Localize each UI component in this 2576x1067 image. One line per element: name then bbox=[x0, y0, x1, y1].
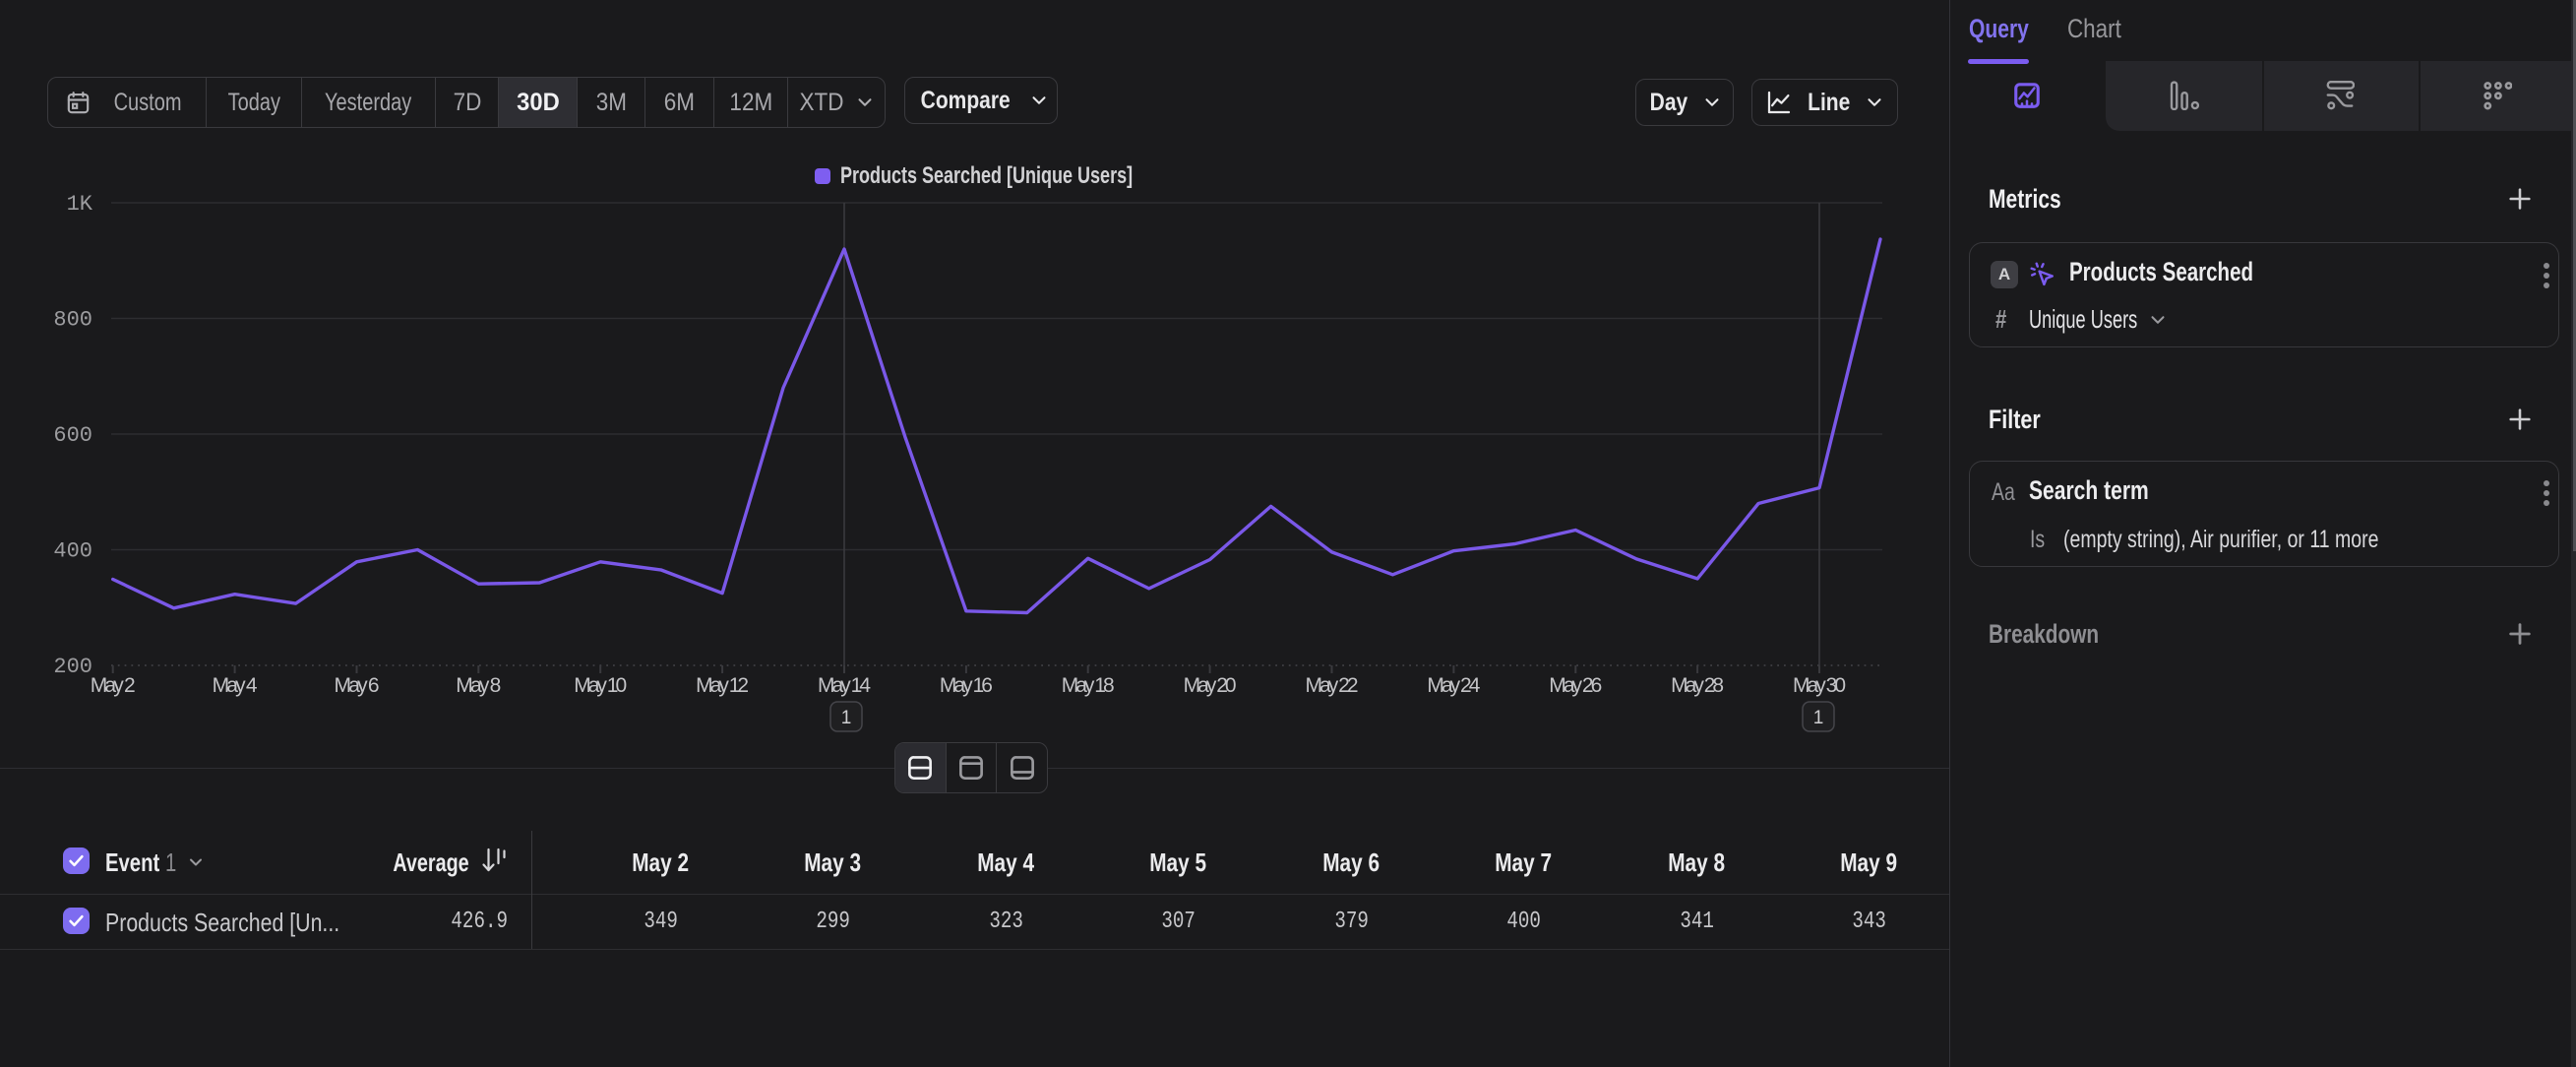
svg-text:1K: 1K bbox=[67, 192, 93, 217]
svg-text:600: 600 bbox=[53, 423, 92, 448]
svg-text:May 4: May 4 bbox=[213, 674, 258, 697]
svg-text:1: 1 bbox=[841, 708, 852, 728]
svg-text:May 22: May 22 bbox=[1306, 674, 1359, 697]
svg-text:400: 400 bbox=[53, 539, 92, 564]
svg-text:May 18: May 18 bbox=[1062, 674, 1115, 697]
svg-text:May 26: May 26 bbox=[1549, 674, 1602, 697]
svg-text:May 2: May 2 bbox=[91, 674, 136, 697]
svg-text:May 8: May 8 bbox=[456, 674, 501, 697]
svg-text:May 16: May 16 bbox=[940, 674, 993, 697]
svg-text:May 14: May 14 bbox=[818, 674, 871, 697]
svg-text:800: 800 bbox=[53, 308, 92, 333]
svg-text:May 24: May 24 bbox=[1427, 674, 1480, 697]
svg-text:May 10: May 10 bbox=[574, 674, 627, 697]
svg-text:200: 200 bbox=[53, 655, 92, 679]
svg-text:May 20: May 20 bbox=[1184, 674, 1237, 697]
svg-text:May 6: May 6 bbox=[335, 674, 380, 697]
svg-text:May 12: May 12 bbox=[696, 674, 749, 697]
svg-text:May 28: May 28 bbox=[1671, 674, 1724, 697]
svg-text:May 30: May 30 bbox=[1793, 674, 1846, 697]
svg-text:1: 1 bbox=[1813, 708, 1824, 728]
